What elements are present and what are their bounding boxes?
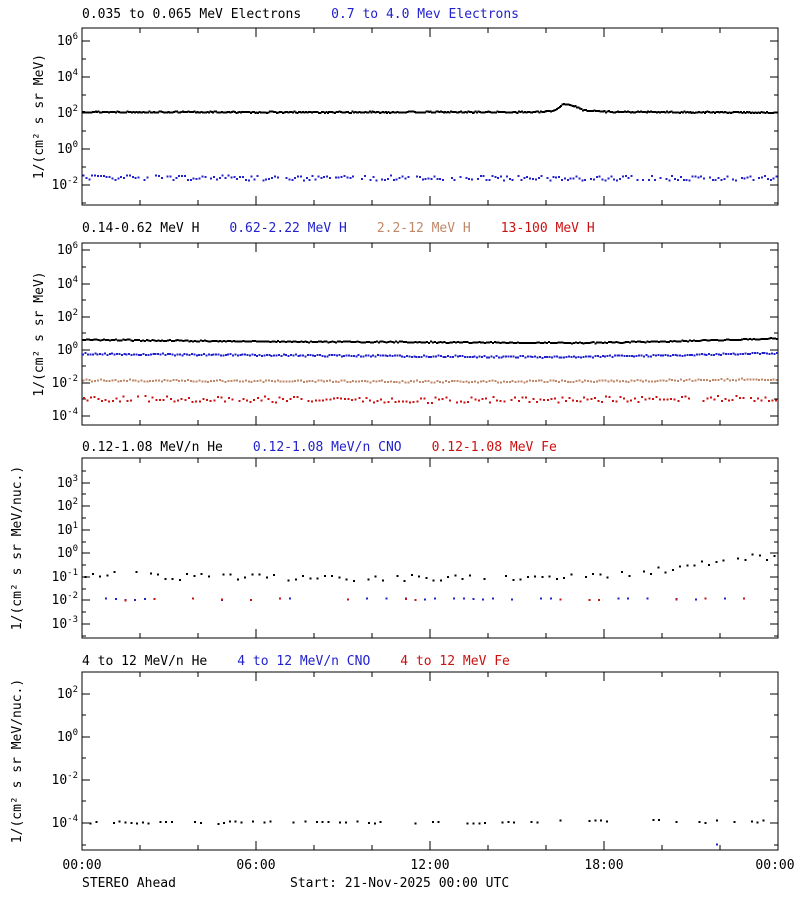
svg-text:10-2: 10-2 bbox=[52, 771, 79, 788]
panel-1-ylabel: 1/(cm² s sr MeV) bbox=[32, 53, 47, 180]
svg-text:10-4: 10-4 bbox=[52, 407, 79, 424]
panel-2-title: 0.14-0.62 MeV H 0.62-2.22 MeV H 2.2-12 M… bbox=[82, 221, 595, 236]
svg-text:100: 100 bbox=[57, 728, 78, 745]
svg-text:100: 100 bbox=[57, 140, 78, 157]
svg-text:100: 100 bbox=[57, 341, 78, 358]
panel-2-title-seg-0: 0.14-0.62 MeV H bbox=[82, 221, 200, 236]
svg-text:10-3: 10-3 bbox=[52, 615, 79, 632]
panel-4-ylabel: 1/(cm² s sr MeV/nuc.) bbox=[10, 678, 25, 844]
svg-text:10-2: 10-2 bbox=[52, 176, 79, 193]
start-time-label: Start: 21-Nov-2025 00:00 UTC bbox=[290, 876, 510, 891]
panel-4-title-seg-1: 4 to 12 MeV/n CNO bbox=[237, 654, 371, 669]
panel-4-title-seg-0: 4 to 12 MeV/n He bbox=[82, 654, 208, 669]
panel-4-title-seg-2: 4 to 12 MeV Fe bbox=[400, 654, 510, 669]
panel-2-title-seg-2: 2.2-12 MeV H bbox=[376, 221, 471, 236]
x-tick-label-0600: 06:00 bbox=[236, 858, 276, 873]
x-tick-label-0000b: 00:00 bbox=[755, 858, 795, 873]
svg-text:102: 102 bbox=[57, 497, 78, 514]
panel-2-title-seg-1: 0.62-2.22 MeV H bbox=[229, 221, 347, 236]
panel-3-title-seg-2: 0.12-1.08 MeV Fe bbox=[431, 440, 557, 455]
svg-text:101: 101 bbox=[57, 521, 78, 538]
spacecraft-label: STEREO Ahead bbox=[82, 876, 176, 891]
svg-text:104: 104 bbox=[57, 68, 78, 85]
svg-text:102: 102 bbox=[57, 104, 78, 121]
svg-text:104: 104 bbox=[57, 275, 78, 292]
panel-2-title-seg-3: 13-100 MeV H bbox=[500, 221, 595, 236]
svg-text:103: 103 bbox=[57, 474, 78, 491]
svg-text:10-2: 10-2 bbox=[52, 591, 79, 608]
svg-text:102: 102 bbox=[57, 308, 78, 325]
svg-text:10-1: 10-1 bbox=[52, 568, 79, 585]
svg-text:10-2: 10-2 bbox=[52, 374, 79, 391]
x-tick-label-1200: 12:00 bbox=[410, 858, 450, 873]
svg-text:100: 100 bbox=[57, 544, 78, 561]
panel-4-title: 4 to 12 MeV/n He 4 to 12 MeV/n CNO 4 to … bbox=[82, 654, 510, 669]
x-tick-label-0000a: 00:00 bbox=[62, 858, 102, 873]
svg-text:106: 106 bbox=[57, 32, 78, 49]
svg-text:102: 102 bbox=[57, 685, 78, 702]
panel-1-title: 0.035 to 0.065 MeV Electrons 0.7 to 4.0 … bbox=[82, 7, 519, 22]
panel-2-ylabel: 1/(cm² s sr MeV) bbox=[32, 271, 47, 397]
svg-text:106: 106 bbox=[57, 241, 78, 258]
panel-3-title-seg-1: 0.12-1.08 MeV/n CNO bbox=[252, 440, 402, 455]
panel-1-title-seg-1: 0.7 to 4.0 Mev Electrons bbox=[331, 7, 519, 22]
panel-1-title-seg-0: 0.035 to 0.065 MeV Electrons bbox=[82, 7, 302, 22]
panel-3-title: 0.12-1.08 MeV/n He 0.12-1.08 MeV/n CNO 0… bbox=[82, 440, 557, 455]
panel-3-ylabel: 1/(cm² s sr MeV/nuc.) bbox=[10, 465, 25, 631]
panel-3-title-seg-0: 0.12-1.08 MeV/n He bbox=[82, 440, 223, 455]
x-tick-label-1800: 18:00 bbox=[584, 858, 624, 873]
svg-text:10-4: 10-4 bbox=[52, 814, 79, 831]
